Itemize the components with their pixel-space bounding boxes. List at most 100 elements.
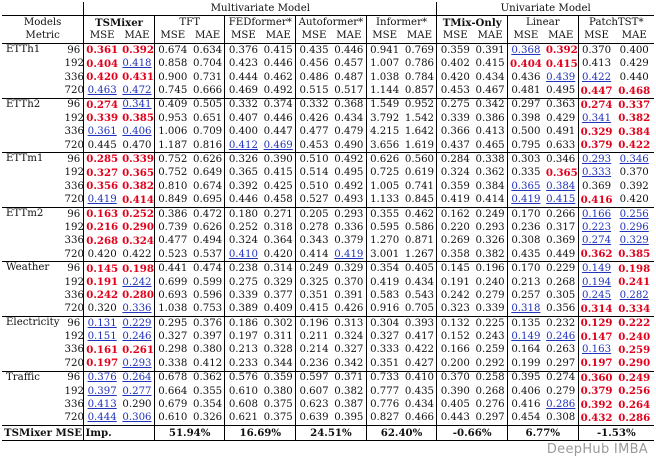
metric-value: 0.264	[122, 372, 152, 384]
metric-value: 0.236	[299, 357, 329, 369]
metric-cell: 0.290	[120, 398, 155, 412]
metric-cell: 0.413	[84, 398, 120, 411]
metric-cell: 0.249	[296, 262, 332, 276]
metric-value: 0.443	[440, 412, 470, 424]
metric-header: MAE	[543, 29, 579, 44]
metric-value: 0.279	[546, 385, 576, 397]
metric-cell: 0.233	[225, 357, 261, 371]
metric-value: 0.560	[404, 153, 435, 165]
metric-cell: 0.274	[578, 98, 614, 112]
table-row: 336 0.356 0.382 0.810 0.674 0.392 0.425 0.510 0.…	[2, 180, 654, 194]
metric-header-row: Metric MSE MAE MSE MAE MSE MAE MSE MAE MSE MAE MSE…	[2, 29, 654, 44]
metric-value: 0.651	[193, 112, 223, 124]
metric-value: 0.363	[546, 99, 576, 111]
metric-cell: 0.429	[543, 112, 579, 126]
metric-value: 0.324	[228, 235, 258, 247]
metric-cell: 0.293	[578, 153, 614, 167]
metric-cell: 0.434	[402, 275, 438, 290]
metric-value: 0.339	[440, 112, 470, 124]
metric-cell: 0.827	[366, 412, 402, 426]
metric-value: 0.465	[475, 139, 505, 151]
metric-value: 0.240	[475, 276, 505, 288]
metric-cell: 0.397	[190, 330, 226, 344]
metric-value: 1.187	[158, 139, 188, 151]
metric-value: 0.392	[122, 44, 154, 57]
metric-cell: 0.376	[190, 316, 226, 331]
metric-value: 1.549	[370, 99, 400, 111]
metric-header: MSE	[372, 30, 398, 42]
metric-value: 0.351	[299, 289, 329, 301]
dataset-name: ETTm2	[6, 207, 44, 219]
horizon: 192	[62, 384, 85, 399]
metric-value: 0.402	[440, 58, 470, 70]
metric-value: 0.365	[122, 166, 154, 179]
metric-cell: 0.324	[437, 167, 473, 180]
metric-cell: 0.415	[261, 43, 297, 58]
metric-value: 0.434	[475, 71, 505, 83]
metric-value: 0.282	[619, 289, 649, 301]
metric-value: 0.776	[370, 399, 400, 411]
metric-value: 0.197	[86, 357, 119, 370]
metric-cell: 0.741	[402, 180, 438, 194]
metric-cell: 0.952	[402, 98, 438, 113]
metric-value: 0.477	[158, 235, 188, 247]
metric-value: 0.679	[158, 399, 188, 411]
metric-value: 0.466	[404, 412, 435, 424]
metric-value: 0.414	[475, 194, 505, 206]
metric-cell: 0.384	[473, 180, 508, 194]
horizon: 720	[62, 84, 85, 99]
table-row: 720 0.320 0.336 1.038 0.753 0.389 0.409 0.415 0.…	[2, 302, 654, 317]
metric-value: 0.426	[299, 112, 329, 124]
table-row: ETTm2 96 0.163 0.252 0.386 0.472 0.180 0.271 0.2…	[2, 207, 654, 222]
metric-cell: 0.371	[331, 371, 367, 385]
metric-value: 0.337	[618, 98, 651, 111]
metric-value: 0.586	[404, 221, 435, 233]
metric-cell: 1.267	[402, 248, 438, 262]
metric-value: 0.323	[440, 303, 470, 315]
metric-cell: 0.434	[473, 70, 508, 85]
metric-cell: 0.279	[543, 384, 579, 399]
metric-value: 0.462	[263, 71, 293, 83]
metric-value: 0.610	[158, 412, 188, 424]
metric-cell: 0.379	[331, 234, 367, 249]
metric-value: 0.297	[546, 357, 576, 369]
metric-cell: 0.858	[154, 58, 190, 71]
metric-value: 0.952	[404, 99, 435, 111]
metric-cell: 0.329	[331, 261, 367, 276]
metric-value: 0.674	[158, 44, 188, 56]
metric-cell: 0.477	[296, 126, 332, 139]
metric-cell: 0.492	[331, 152, 367, 167]
metric-value: 0.297	[511, 99, 541, 111]
metric-value: 0.795	[511, 139, 541, 151]
metric-cell: 0.434	[402, 398, 438, 412]
metric-value: 0.374	[263, 99, 293, 111]
metric-cell: 0.302	[261, 316, 297, 331]
metric-value: 0.492	[263, 85, 293, 97]
metric-value: 0.334	[618, 302, 651, 315]
metric-cell: 0.132	[437, 316, 473, 330]
metric-cell: 0.280	[120, 289, 155, 303]
metric-value: 0.413	[475, 126, 505, 138]
metric-cell: 0.370	[614, 167, 654, 180]
metric-value: 0.392	[228, 180, 258, 192]
horizon: 96	[62, 98, 85, 113]
metric-cell: 0.129	[578, 316, 614, 330]
horizon: 720	[62, 193, 85, 208]
metric-value: 0.479	[334, 126, 364, 138]
metric-cell: 0.277	[120, 384, 155, 399]
metric-cell: 0.495	[543, 84, 579, 99]
metric-cell: 0.327	[84, 167, 120, 180]
metric-cell: 0.359	[261, 371, 297, 385]
metric-cell: 0.361	[84, 126, 120, 139]
metric-cell: 0.275	[225, 276, 261, 289]
metric-cell: 0.332	[225, 98, 261, 112]
metric-value: 0.344	[263, 357, 293, 369]
metric-cell: 0.583	[366, 289, 402, 302]
metric-cell: 0.517	[331, 84, 367, 99]
metric-cell: 0.422	[578, 71, 614, 84]
metric-value: 0.365	[511, 180, 541, 192]
metric-cell: 0.149	[578, 262, 614, 276]
metric-value: 0.626	[193, 153, 223, 165]
metric-value: 0.409	[158, 99, 188, 111]
metric-cell: 0.420	[84, 248, 120, 262]
